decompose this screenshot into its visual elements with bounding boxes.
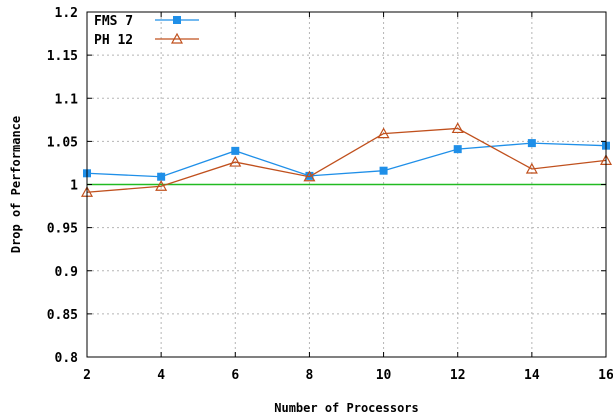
series-fms7: [83, 139, 610, 181]
legend: FMS 7 PH 12: [94, 14, 199, 48]
data-point-ph12: [377, 127, 390, 139]
y-tick-label: 1.1: [55, 92, 79, 107]
x-tick-label: 4: [157, 368, 165, 383]
data-point-fms7: [231, 146, 240, 155]
legend-label-fms7: FMS 7: [94, 14, 133, 29]
y-tick-label: 1.15: [47, 49, 78, 64]
x-tick-label: 10: [376, 368, 392, 383]
ticks: 2 4 6 8 10 12 14 16 0.8 0.85 0.9 0.95 1 1.05 1.1 1.15 1.…: [47, 6, 613, 383]
data-point-ph12: [525, 162, 538, 174]
y-axis-title: Drop of Performance: [9, 116, 23, 253]
data-point-ph12: [451, 122, 464, 134]
y-tick-label: 0.8: [55, 351, 79, 366]
legend-marker-ph12: [170, 32, 184, 44]
y-tick-label: 1.2: [55, 6, 78, 21]
data-point-fms7: [157, 172, 166, 181]
x-axis-title: Number of Processors: [274, 401, 419, 415]
x-tick-label: 6: [231, 368, 239, 383]
y-tick-label: 0.85: [47, 308, 78, 323]
y-tick-label: 0.9: [55, 265, 78, 280]
x-tick-label: 16: [598, 368, 613, 383]
series-line-fms7: [86, 142, 607, 178]
data-point-fms7: [305, 171, 314, 180]
y-tick-label: 1: [70, 179, 78, 194]
series-layer: [80, 122, 613, 197]
data-point-ph12: [155, 179, 168, 191]
y-tick-label: 1.05: [47, 135, 78, 150]
data-point-fms7: [379, 166, 388, 175]
x-tick-label: 8: [306, 368, 314, 383]
data-point-fms7: [453, 145, 462, 154]
legend-marker-fms7: [173, 16, 181, 24]
series-ph12: [80, 122, 613, 197]
x-tick-label: 2: [83, 368, 91, 383]
x-tick-label: 14: [524, 368, 540, 383]
legend-label-ph12: PH 12: [94, 33, 133, 48]
series-line-ph12: [86, 127, 607, 193]
data-point-ph12: [303, 170, 316, 182]
data-point-ph12: [229, 155, 242, 167]
data-point-fms7: [527, 139, 536, 148]
y-tick-label: 0.95: [47, 222, 78, 237]
x-tick-label: 12: [450, 368, 466, 383]
